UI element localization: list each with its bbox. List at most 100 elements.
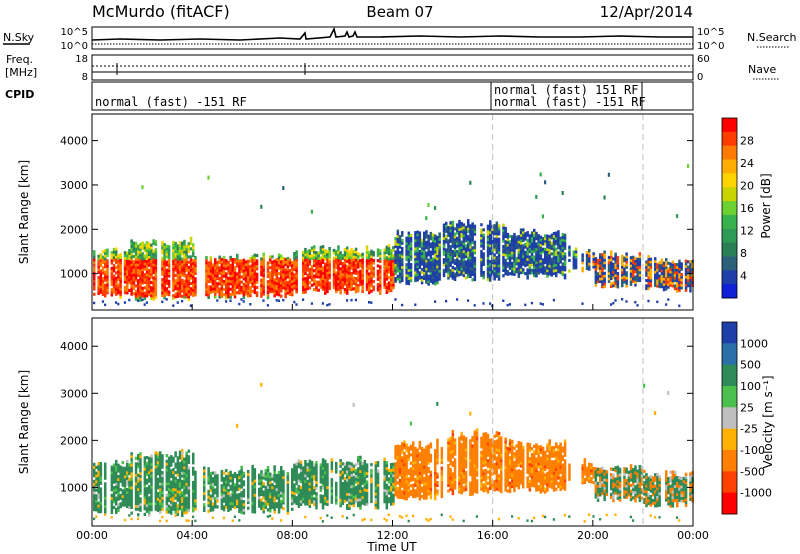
range-gate-cell	[112, 279, 116, 283]
ground-scatter-cell	[541, 303, 544, 306]
range-gate-cell	[192, 264, 195, 268]
range-gate-cell	[93, 271, 96, 275]
range-gate-cell	[134, 260, 138, 264]
range-gate-cell	[533, 228, 536, 232]
range-gate-cell	[414, 265, 417, 269]
range-gate-cell	[211, 485, 215, 489]
range-gate-cell	[178, 273, 182, 277]
range-gate-cell	[308, 273, 312, 277]
range-gate-cell	[537, 255, 540, 259]
range-gate-cell	[423, 274, 426, 278]
range-gate-cell	[423, 234, 426, 238]
range-gate-cell	[511, 267, 514, 271]
range-gate-cell	[306, 502, 309, 506]
range-gate-cell	[154, 504, 158, 508]
range-gate-cell	[187, 458, 191, 462]
range-gate-cell	[99, 282, 103, 286]
range-gate-cell	[280, 278, 283, 282]
range-gate-cell	[420, 249, 424, 253]
range-gate-cell	[253, 473, 257, 477]
range-gate-cell	[172, 456, 175, 460]
range-gate-cell	[156, 463, 160, 467]
range-gate-cell	[247, 469, 250, 474]
range-gate-cell	[541, 261, 545, 265]
range-gate-cell	[143, 493, 147, 497]
range-gate-cell	[548, 248, 551, 252]
range-gate-cell	[308, 275, 312, 279]
range-gate-cell	[280, 474, 283, 478]
range-gate-cell	[132, 270, 136, 274]
range-gate-cell	[537, 242, 540, 246]
range-gate-cell	[181, 508, 184, 512]
range-gate-cell	[211, 471, 215, 475]
range-gate-cell	[563, 273, 567, 277]
range-gate-cell	[306, 471, 309, 475]
range-gate-cell	[548, 251, 551, 255]
range-gate-cell	[277, 282, 281, 286]
range-gate-cell	[121, 461, 125, 465]
range-gate-cell	[93, 491, 96, 495]
range-gate-cell	[266, 296, 270, 300]
range-gate-cell	[145, 249, 149, 253]
range-gate-cell	[99, 510, 103, 514]
range-gate-cell	[464, 268, 468, 272]
range-gate-cell	[299, 500, 303, 504]
range-gate-cell	[126, 499, 129, 503]
range-gate-cell	[506, 270, 510, 274]
range-gate-cell	[156, 508, 160, 512]
range-gate-cell	[110, 266, 114, 270]
colorbar-tick-label: 8	[740, 247, 747, 260]
range-gate-cell	[486, 232, 490, 236]
range-gate-cell	[396, 245, 400, 249]
range-gate-cell	[489, 252, 492, 256]
range-gate-cell	[645, 268, 648, 272]
range-gate-cell	[662, 264, 666, 268]
ground-scatter-cell	[123, 518, 126, 522]
range-gate-cell	[282, 264, 285, 268]
range-gate-cell	[154, 258, 158, 262]
range-gate-cell	[574, 252, 578, 256]
range-gate-cell	[429, 266, 433, 270]
range-gate-cell	[271, 474, 274, 478]
range-gate-cell	[548, 245, 551, 249]
range-gate-cell	[159, 510, 162, 514]
noise-tick-left-low: 10^0	[61, 41, 88, 52]
range-gate-cell	[647, 271, 650, 275]
range-gate-cell	[513, 259, 516, 263]
range-gate-cell	[638, 278, 642, 282]
range-gate-cell	[480, 244, 483, 248]
range-gate-cell	[552, 261, 556, 265]
range-gate-cell	[436, 246, 439, 250]
range-gate-cell	[348, 255, 351, 259]
range-gate-cell	[178, 257, 182, 261]
range-gate-cell	[170, 500, 173, 504]
range-gate-cell	[390, 257, 393, 261]
range-gate-cell	[471, 272, 474, 276]
range-gate-cell	[328, 270, 331, 274]
range-gate-cell	[524, 237, 527, 241]
range-gate-cell	[150, 272, 153, 276]
range-gate-cell	[469, 242, 472, 246]
range-gate-cell	[181, 265, 184, 269]
range-gate-cell	[434, 253, 437, 257]
range-gate-cell	[409, 276, 413, 280]
range-gate-cell	[383, 267, 386, 271]
range-gate-cell	[304, 465, 307, 469]
range-gate-cell	[321, 245, 325, 249]
range-gate-cell	[115, 474, 118, 478]
range-gate-cell	[596, 272, 600, 276]
range-gate-cell	[194, 271, 197, 275]
range-gate-cell	[581, 256, 584, 260]
range-gate-cell	[471, 278, 474, 282]
range-gate-cell	[134, 473, 138, 477]
range-gate-cell	[515, 238, 518, 242]
sparse-echo-cell	[282, 186, 285, 191]
range-gate-cell	[183, 269, 186, 273]
range-gate-cell	[321, 247, 325, 251]
range-gate-cell	[134, 490, 138, 494]
ground-scatter-cell	[321, 302, 324, 305]
range-gate-cell	[665, 282, 668, 286]
cpid-label-3: normal (fast) -151 RF	[494, 95, 646, 109]
range-gate-cell	[574, 260, 578, 264]
range-gate-cell	[251, 276, 254, 280]
